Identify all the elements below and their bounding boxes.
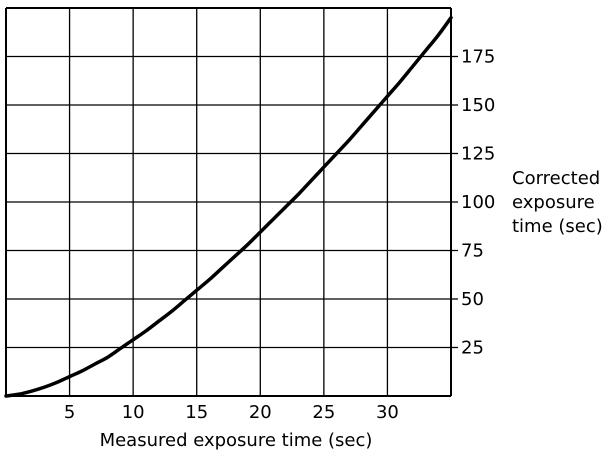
- y-tick-labels: 25 50 75 100 125 150 175: [461, 47, 495, 359]
- y-axis-title-line-1: Corrected: [512, 168, 600, 189]
- y-tick-label-150: 150: [461, 95, 495, 116]
- y-tick-label-100: 100: [461, 192, 495, 213]
- x-tick-label-10: 10: [122, 402, 145, 423]
- y-tick-label-25: 25: [461, 338, 484, 359]
- y-tick-label-75: 75: [461, 241, 484, 262]
- x-tick-label-5: 5: [64, 402, 75, 423]
- y-tick-label-125: 125: [461, 144, 495, 165]
- y-axis-title-line-3: time (sec): [512, 216, 603, 237]
- y-axis-title: Corrected exposure time (sec): [512, 168, 603, 237]
- x-axis-title: Measured exposure time (sec): [100, 430, 373, 451]
- series-line: [4, 15, 453, 398]
- curve-layer: [4, 15, 453, 398]
- y-tick-label-175: 175: [461, 47, 495, 68]
- x-tick-labels: 5 10 15 20 25 30: [64, 402, 399, 423]
- y-tick-label-50: 50: [461, 289, 484, 310]
- x-tick-label-20: 20: [249, 402, 272, 423]
- x-tick-label-30: 30: [376, 402, 399, 423]
- x-tick-label-25: 25: [312, 402, 335, 423]
- y-axis-title-line-2: exposure: [512, 192, 595, 213]
- grid: [5, 7, 458, 397]
- x-tick-label-15: 15: [185, 402, 208, 423]
